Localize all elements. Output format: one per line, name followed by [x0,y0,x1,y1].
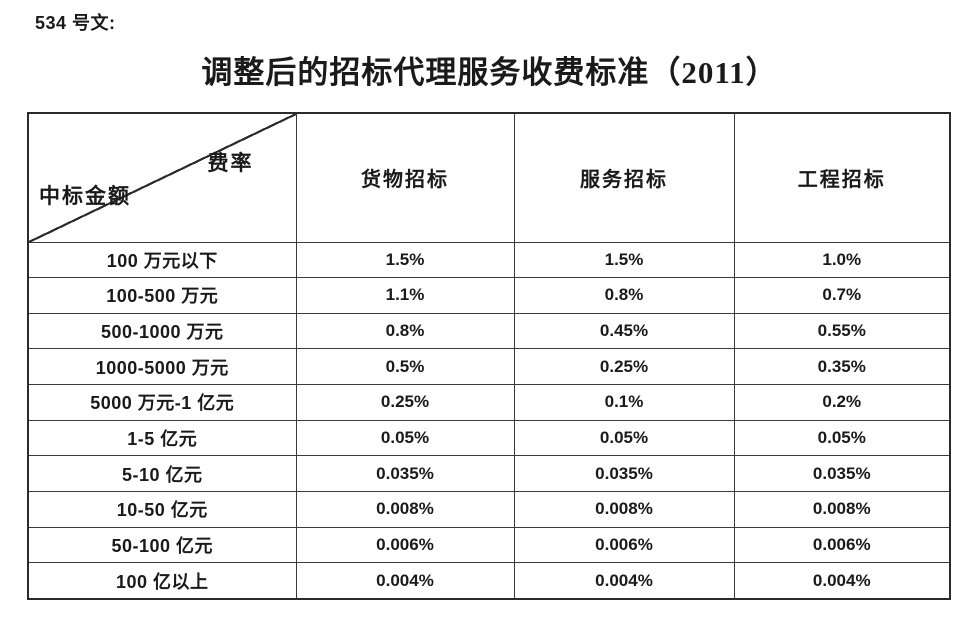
fee-value: 0.05% [733,419,951,457]
fee-value: 0.8% [513,277,735,314]
fee-value: 0.5% [295,348,515,385]
table-row: 100 亿以上 0.004% 0.004% 0.004% [27,562,951,600]
row-label: 100 亿以上 [27,562,297,600]
fee-value: 0.7% [733,277,951,314]
fee-value: 0.25% [295,384,515,421]
table-row: 100 万元以下 1.5% 1.5% 1.0% [27,241,951,279]
table-header-row: 费率 中标金额 货物招标 服务招标 工程招标 [27,112,951,243]
fee-value: 1.5% [295,241,515,279]
fee-rate-table: 费率 中标金额 货物招标 服务招标 工程招标 100 万元以下 1.5% 1.5% 1… [27,112,951,600]
fee-value: 0.006% [295,526,515,564]
row-label: 1000-5000 万元 [27,348,297,385]
table-row: 5-10 亿元 0.035% 0.035% 0.035% [27,455,951,492]
fee-value: 0.1% [513,384,735,421]
fee-value: 0.05% [513,419,735,457]
fee-value: 0.05% [295,419,515,457]
fee-value: 0.035% [295,455,515,492]
corner-bid-amount-label: 中标金额 [39,183,131,208]
fee-value: 1.5% [513,241,735,279]
fee-value: 0.45% [513,312,735,350]
corner-fee-rate-label: 费率 [207,151,254,175]
table-row: 5000 万元-1 亿元 0.25% 0.1% 0.2% [27,384,951,421]
fee-value: 0.25% [513,348,735,385]
table-row: 10-50 亿元 0.008% 0.008% 0.008% [27,490,951,528]
fee-value: 0.8% [295,312,515,350]
fee-value: 0.004% [513,562,735,600]
fee-table-body: 100 万元以下 1.5% 1.5% 1.0% 100-500 万元 1.1% 0.8% 0.… [27,241,951,600]
fee-value: 0.004% [733,562,951,600]
fee-value: 1.0% [733,241,951,279]
doc-number: 534 号文: [35,13,116,33]
row-label: 5-10 亿元 [27,455,297,492]
fee-value: 0.004% [295,562,515,600]
column-header-goods: 货物招标 [295,112,515,243]
fee-value: 0.008% [733,490,951,528]
table-row: 1000-5000 万元 0.5% 0.25% 0.35% [27,348,951,385]
fee-value: 0.35% [733,348,951,385]
row-label: 500-1000 万元 [27,312,297,350]
row-label: 1-5 亿元 [27,419,297,457]
table-row: 50-100 亿元 0.006% 0.006% 0.006% [27,526,951,564]
fee-value: 0.035% [513,455,735,492]
fee-value: 0.006% [733,526,951,564]
row-label: 5000 万元-1 亿元 [27,384,297,421]
fee-value: 0.008% [513,490,735,528]
row-label: 10-50 亿元 [27,490,297,528]
table-row: 100-500 万元 1.1% 0.8% 0.7% [27,277,951,314]
fee-value: 0.006% [513,526,735,564]
fee-table-wrapper: 费率 中标金额 货物招标 服务招标 工程招标 100 万元以下 1.5% 1.5% 1… [27,112,951,600]
fee-value: 0.2% [733,384,951,421]
fee-value: 0.55% [733,312,951,350]
fee-value: 1.1% [295,277,515,314]
table-row: 500-1000 万元 0.8% 0.45% 0.55% [27,312,951,350]
page-title: 调整后的招标代理服务收费标准（2011） [201,55,778,90]
fee-value: 0.008% [295,490,515,528]
row-label: 100-500 万元 [27,277,297,314]
table-row: 1-5 亿元 0.05% 0.05% 0.05% [27,419,951,457]
column-header-engineering: 工程招标 [733,112,951,243]
row-label: 50-100 亿元 [27,526,297,564]
row-label: 100 万元以下 [27,241,297,279]
fee-value: 0.035% [733,455,951,492]
diagonal-corner-cell: 费率 中标金额 [27,112,297,243]
column-header-services: 服务招标 [513,112,735,243]
